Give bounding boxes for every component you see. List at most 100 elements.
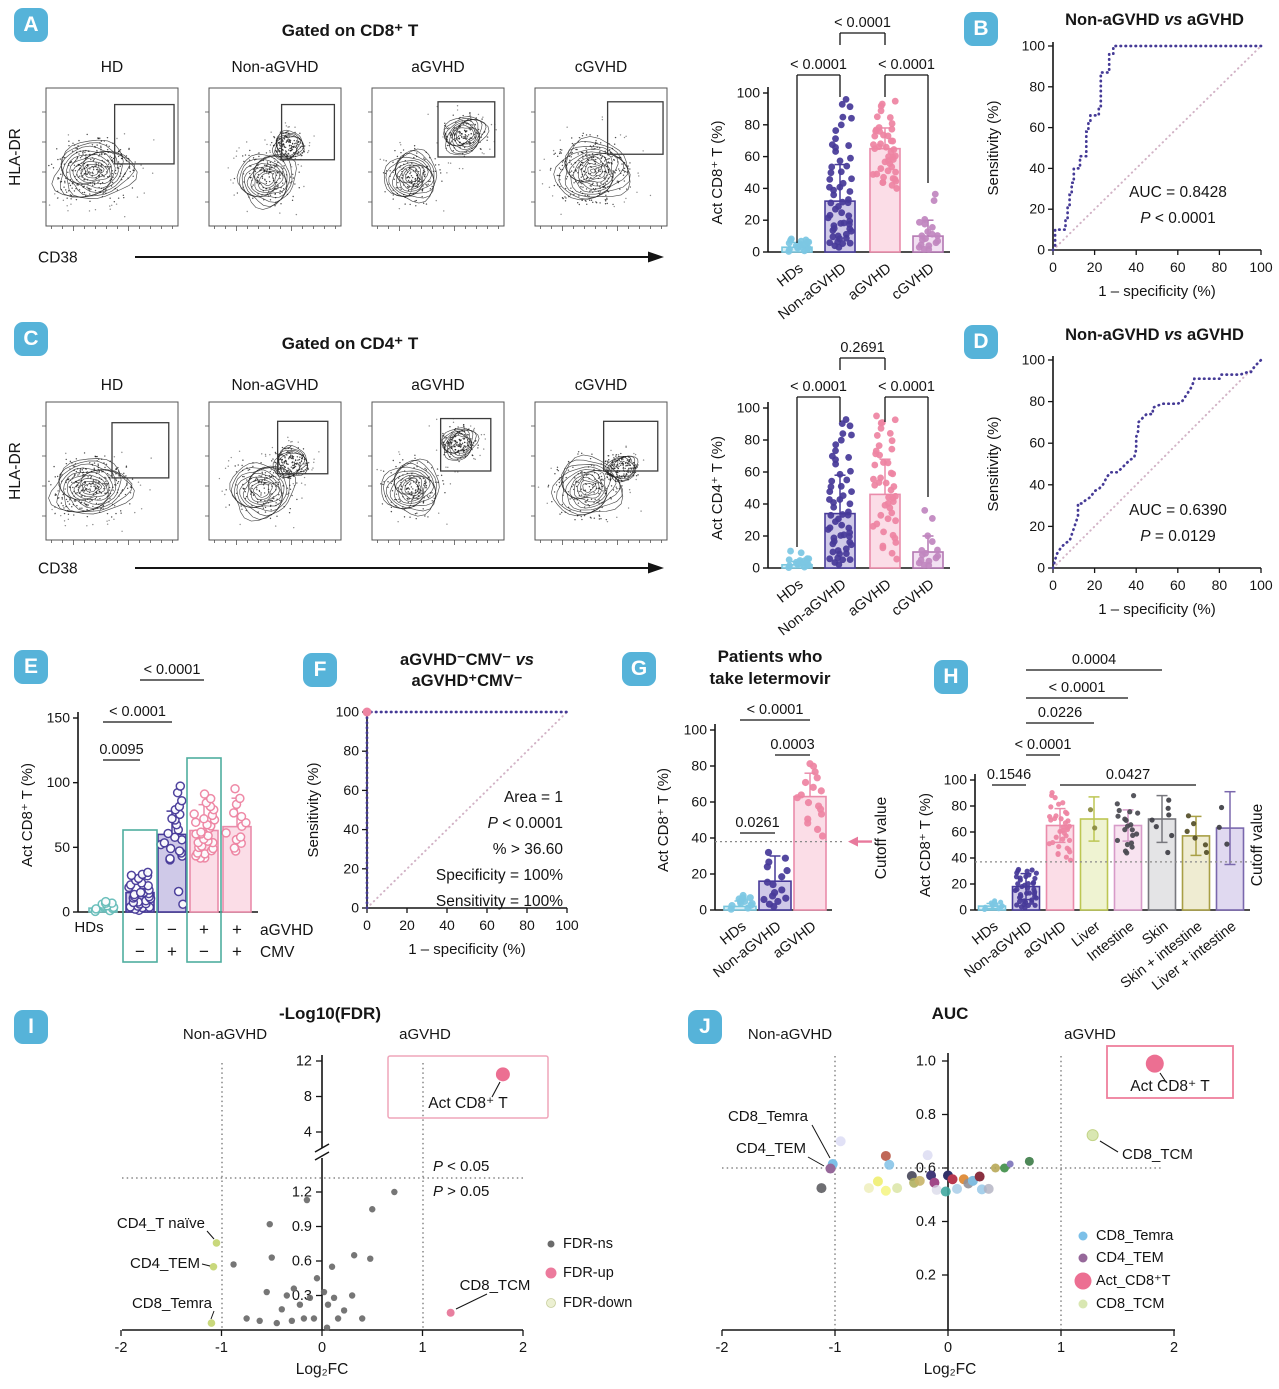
svg-text:60: 60 bbox=[1029, 435, 1045, 451]
svg-text:0: 0 bbox=[1037, 560, 1045, 576]
svg-text:< 0.0001: < 0.0001 bbox=[834, 15, 891, 31]
svg-text:cGVHD: cGVHD bbox=[575, 377, 628, 394]
svg-text:HDs: HDs bbox=[74, 919, 103, 936]
svg-text:40: 40 bbox=[1128, 577, 1144, 593]
svg-text:12: 12 bbox=[296, 1054, 312, 1070]
svg-text:0.6: 0.6 bbox=[292, 1254, 312, 1270]
svg-text:CD8_TCM: CD8_TCM bbox=[460, 1277, 531, 1294]
svg-text:aGVHD: aGVHD bbox=[411, 377, 464, 394]
svg-text:Non-aGVHD: Non-aGVHD bbox=[232, 59, 319, 76]
svg-text:< 0.0001: < 0.0001 bbox=[109, 704, 166, 720]
svg-text:0.2691: 0.2691 bbox=[840, 340, 884, 356]
svg-text:20: 20 bbox=[691, 866, 707, 882]
panel-e-badge: E bbox=[14, 650, 48, 684]
svg-text:20: 20 bbox=[399, 917, 415, 933]
svg-text:Act CD8⁺ T: Act CD8⁺ T bbox=[428, 1095, 508, 1112]
svg-text:-1: -1 bbox=[215, 1340, 228, 1356]
svg-text:HLA-DR: HLA-DR bbox=[7, 128, 24, 186]
svg-text:Area = 1: Area = 1 bbox=[504, 789, 563, 806]
svg-text:Act CD8⁺ T (%): Act CD8⁺ T (%) bbox=[19, 763, 36, 867]
panel-h-badge: H bbox=[934, 660, 968, 694]
svg-text:60: 60 bbox=[479, 917, 495, 933]
svg-text:0: 0 bbox=[959, 902, 967, 918]
svg-text:80: 80 bbox=[691, 758, 707, 774]
svg-text:CD8_TCM: CD8_TCM bbox=[1096, 1296, 1164, 1312]
svg-text:Act CD8⁺ T (%): Act CD8⁺ T (%) bbox=[917, 793, 934, 897]
panel-c-badge: C bbox=[14, 322, 48, 356]
panel-c-title: Gated on CD4⁺ T bbox=[281, 334, 419, 353]
svg-text:aGVHD: aGVHD bbox=[845, 577, 894, 620]
svg-text:P < 0.0001: P < 0.0001 bbox=[488, 815, 563, 832]
svg-text:< 0.0001: < 0.0001 bbox=[747, 702, 804, 718]
panel-d-badge: D bbox=[964, 325, 998, 359]
auc-left-group-label: Non-aGVHD bbox=[747, 1026, 833, 1043]
svg-text:0.0095: 0.0095 bbox=[99, 742, 143, 758]
svg-text:100: 100 bbox=[737, 85, 761, 101]
svg-text:0: 0 bbox=[363, 917, 371, 933]
panel-b-badge: B bbox=[964, 12, 998, 46]
svg-text:60: 60 bbox=[343, 782, 359, 798]
svg-text:60: 60 bbox=[1029, 119, 1045, 135]
panel-g-badge: G bbox=[622, 652, 656, 686]
svg-text:Sensitivity (%): Sensitivity (%) bbox=[985, 416, 1002, 511]
svg-text:+: + bbox=[199, 920, 209, 939]
svg-text:CD4_TEM: CD4_TEM bbox=[1096, 1250, 1164, 1266]
svg-text:0.1546: 0.1546 bbox=[987, 767, 1031, 783]
svg-text:60: 60 bbox=[744, 148, 760, 164]
svg-text:80: 80 bbox=[951, 798, 967, 814]
svg-text:0.9: 0.9 bbox=[292, 1219, 312, 1235]
svg-text:100: 100 bbox=[1249, 259, 1273, 275]
svg-text:20: 20 bbox=[343, 860, 359, 876]
svg-text:Log₂FC: Log₂FC bbox=[296, 1361, 349, 1378]
svg-text:AUC = 0.6390: AUC = 0.6390 bbox=[1129, 502, 1227, 519]
svg-text:0: 0 bbox=[752, 244, 760, 260]
panel-i-badge: I bbox=[14, 1010, 48, 1044]
svg-text:100: 100 bbox=[555, 917, 579, 933]
svg-text:-2: -2 bbox=[716, 1340, 729, 1356]
svg-text:+: + bbox=[167, 942, 177, 961]
svg-text:60: 60 bbox=[1170, 577, 1186, 593]
svg-text:2: 2 bbox=[519, 1340, 527, 1356]
svg-text:P = 0.0129: P = 0.0129 bbox=[1140, 528, 1215, 545]
svg-text:Act CD4⁺ T (%): Act CD4⁺ T (%) bbox=[709, 436, 726, 540]
volcano-right-group-label: aGVHD bbox=[399, 1026, 451, 1043]
svg-text:1: 1 bbox=[1057, 1340, 1065, 1356]
svg-text:< 0.0001: < 0.0001 bbox=[878, 57, 935, 73]
svg-text:0: 0 bbox=[1037, 242, 1045, 258]
svg-text:1 – specificity (%): 1 – specificity (%) bbox=[1098, 601, 1216, 618]
svg-text:60: 60 bbox=[744, 464, 760, 480]
svg-text:0: 0 bbox=[1049, 577, 1057, 593]
svg-text:CD8_Temra: CD8_Temra bbox=[728, 1108, 809, 1125]
svg-text:< 0.0001: < 0.0001 bbox=[1015, 737, 1072, 753]
svg-text:40: 40 bbox=[744, 496, 760, 512]
svg-text:80: 80 bbox=[519, 917, 535, 933]
svg-text:CD38: CD38 bbox=[38, 250, 78, 267]
svg-text:20: 20 bbox=[1029, 518, 1045, 534]
panel-f-badge: F bbox=[303, 653, 337, 687]
svg-text:80: 80 bbox=[1029, 78, 1045, 94]
svg-text:Cutoff value: Cutoff value bbox=[1249, 804, 1266, 886]
svg-text:20: 20 bbox=[744, 212, 760, 228]
svg-text:40: 40 bbox=[343, 821, 359, 837]
svg-text:P > 0.05: P > 0.05 bbox=[433, 1183, 489, 1200]
svg-text:20: 20 bbox=[1029, 201, 1045, 217]
svg-text:−: − bbox=[135, 942, 145, 961]
svg-text:< 0.0001: < 0.0001 bbox=[878, 379, 935, 395]
svg-text:0.4: 0.4 bbox=[916, 1214, 936, 1230]
svg-text:80: 80 bbox=[343, 743, 359, 759]
svg-text:2: 2 bbox=[1170, 1340, 1178, 1356]
svg-text:100: 100 bbox=[47, 774, 71, 790]
svg-text:HD: HD bbox=[101, 59, 123, 76]
svg-text:cGVHD: cGVHD bbox=[889, 261, 938, 304]
svg-text:4: 4 bbox=[304, 1125, 312, 1141]
svg-text:60: 60 bbox=[1170, 259, 1186, 275]
svg-text:−: − bbox=[135, 920, 145, 939]
svg-text:100: 100 bbox=[1022, 352, 1046, 368]
svg-text:20: 20 bbox=[1087, 577, 1103, 593]
panel-i-title: -Log10(FDR) bbox=[279, 1004, 381, 1023]
svg-text:CMV: CMV bbox=[260, 944, 295, 961]
svg-text:0.0004: 0.0004 bbox=[1072, 652, 1116, 668]
svg-text:1: 1 bbox=[418, 1340, 426, 1356]
svg-text:0.0003: 0.0003 bbox=[770, 737, 814, 753]
